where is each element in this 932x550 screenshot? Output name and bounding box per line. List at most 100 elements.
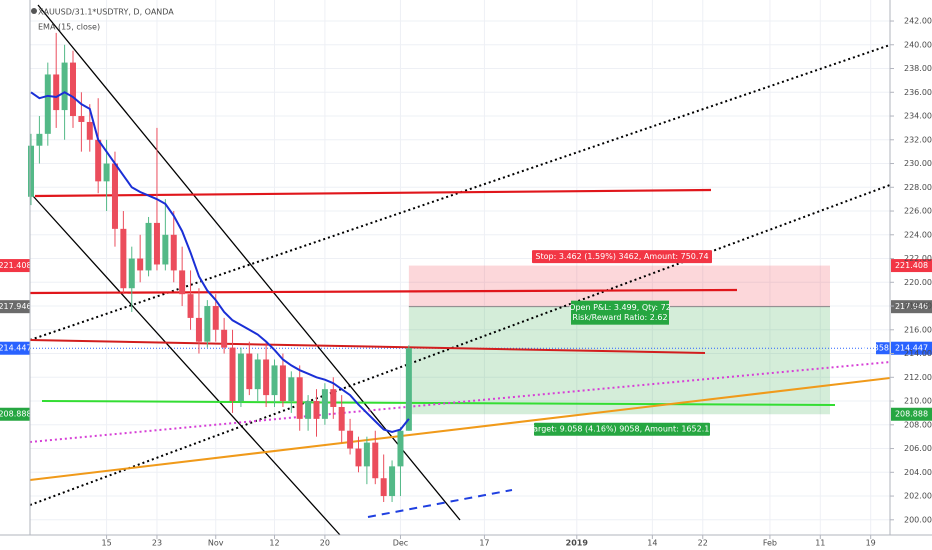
candle-body: [153, 222, 160, 265]
x-tick-label: 11: [815, 539, 825, 548]
annotation-box: [571, 300, 669, 325]
candle-body: [305, 401, 312, 419]
dashed-trend: [367, 489, 513, 518]
x-tick-label: Nov: [208, 539, 224, 548]
candle-body: [28, 145, 35, 197]
y-tick-label: 228.000: [904, 183, 932, 192]
dotted-trend: [29, 361, 891, 443]
price-label-box: [0, 259, 30, 273]
candle-body: [95, 139, 102, 182]
candle-body: [330, 389, 337, 407]
annotation: Risk/Reward Ratio: 2.62: [572, 313, 667, 322]
candle-body: [195, 317, 202, 342]
price-label-box: [891, 407, 932, 421]
price-label: 217.946: [0, 302, 32, 311]
candle-body: [69, 62, 76, 117]
x-tick-label: 2019: [566, 539, 589, 548]
candle-body: [363, 442, 370, 467]
y-tick-label: 212.000: [904, 373, 932, 382]
candle-body: [137, 258, 144, 271]
candle-body: [271, 365, 278, 396]
price-label: 208.888: [895, 410, 928, 419]
x-tick-label: 20: [320, 539, 330, 548]
candle-body: [145, 222, 152, 271]
y-tick-label: 222.000: [904, 254, 932, 263]
y-tick-label: 204.000: [904, 468, 932, 477]
price-label: 214.447: [895, 344, 928, 353]
candle-body: [120, 228, 127, 289]
price-label-box: [0, 300, 30, 314]
candle-body: [254, 359, 261, 390]
y-tick-label: 214.000: [904, 349, 932, 358]
change-box: [876, 342, 890, 355]
resistance-line: [29, 339, 706, 354]
x-tick-label: 17: [479, 539, 489, 548]
annotation-box: [534, 422, 710, 436]
x-tick-label: Dec: [393, 539, 408, 548]
channel-line: [32, 195, 341, 536]
candle-body: [246, 353, 253, 390]
price-label-box: [891, 259, 932, 273]
candle-body: [279, 365, 286, 402]
candle-body: [78, 116, 85, 122]
candle-body: [187, 294, 194, 318]
y-tick-label: 226.000: [904, 207, 932, 216]
price-label-box: [891, 300, 932, 314]
y-tick-label: 234.000: [904, 112, 932, 121]
y-tick-label: 220.000: [904, 278, 932, 287]
candle-body: [355, 448, 362, 467]
stop-zone: [408, 265, 830, 307]
candle-body: [372, 442, 379, 479]
candle-body: [221, 329, 228, 348]
candles: [28, 32, 412, 502]
candle-body: [389, 466, 396, 497]
price-label-box: [0, 341, 30, 355]
dotted-trend: [29, 44, 891, 341]
annotation: Stop: 3.462 (1.59%) 3462, Amount: 750.74: [535, 252, 708, 261]
candle-body: [405, 348, 412, 431]
chart-title: XAUUSD/31.1*USDTRY, D, OANDA: [38, 8, 174, 17]
candle-body: [237, 353, 244, 402]
overlay: 221.408 221.408 217.946 217.946 214.447 214.4…: [0, 250, 932, 436]
position-zones: [30, 265, 890, 415]
candle-body: [321, 389, 328, 419]
y-tick-label: 200.000: [904, 515, 932, 524]
candle-body: [44, 74, 51, 134]
x-tick-label: 14: [647, 539, 657, 548]
annotation: Target: 9.058 (4.16%) 9058, Amount: 1652…: [529, 425, 715, 434]
x-tick-label: Feb: [763, 539, 777, 548]
price-label-box: [0, 407, 30, 421]
x-tick-label: 15: [101, 539, 111, 548]
candle-body: [347, 430, 354, 449]
candle-body: [288, 377, 295, 402]
channel-line: [37, 4, 461, 521]
candle-body: [263, 359, 270, 396]
x-tick-label: 19: [866, 539, 876, 548]
price-label: 214.447: [0, 344, 32, 353]
change-label: -7.358: [863, 344, 889, 353]
annotation-box: [532, 250, 712, 264]
candle-body: [170, 234, 177, 271]
y-tick-label: 208.000: [904, 420, 932, 429]
y-tick-label: 236.000: [904, 88, 932, 97]
y-tick-label: 224.000: [904, 230, 932, 239]
ema-line: [30, 91, 410, 433]
annotation: Open P&L: 3.499, Qty: 72: [569, 303, 671, 312]
price-label: 221.408: [895, 261, 928, 270]
resistance-line: [29, 288, 738, 295]
candle-body: [338, 406, 345, 431]
candle-body: [86, 121, 93, 140]
y-tick-label: 242.000: [904, 17, 932, 26]
candle-body: [103, 163, 110, 182]
y-tick-label: 240.000: [904, 40, 932, 49]
price-label-box: [891, 341, 932, 355]
price-label: 208.888: [0, 410, 32, 419]
y-tick-label: 202.000: [904, 492, 932, 501]
candle-body: [229, 347, 236, 402]
trend-line: [29, 377, 891, 481]
candle-body: [128, 258, 135, 289]
candle-body: [296, 377, 303, 419]
y-tick-label: 218.000: [904, 302, 932, 311]
